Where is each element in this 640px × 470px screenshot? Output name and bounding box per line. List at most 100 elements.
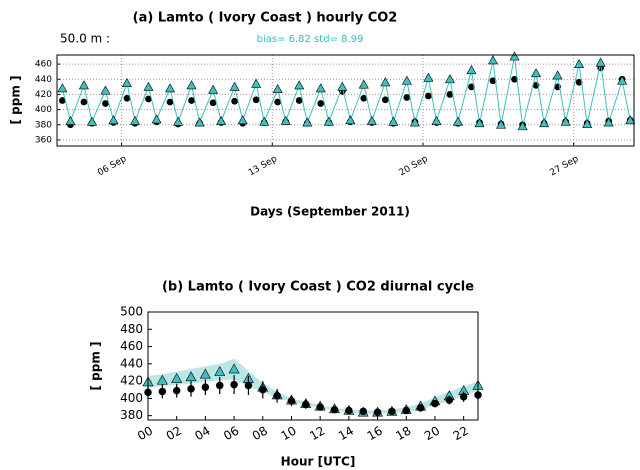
- marker: [360, 94, 368, 102]
- marker: [208, 84, 219, 94]
- chart-title: (b) Lamto ( Ivory Coast ) CO2 diurnal cy…: [162, 280, 474, 295]
- y-tick-label: 380: [35, 120, 52, 130]
- marker: [173, 116, 184, 126]
- marker: [108, 115, 119, 125]
- marker: [466, 65, 477, 75]
- marker: [431, 399, 439, 408]
- marker: [273, 392, 281, 400]
- marker: [123, 94, 131, 102]
- marker: [489, 77, 497, 85]
- marker: [359, 407, 367, 416]
- marker: [165, 83, 176, 93]
- marker: [156, 374, 168, 385]
- marker: [259, 116, 270, 126]
- marker: [259, 386, 267, 394]
- marker: [358, 79, 369, 89]
- marker: [102, 100, 109, 107]
- marker: [199, 368, 211, 379]
- y-axis-label: [ ppm ]: [9, 75, 23, 124]
- x-tick-label: 00: [135, 424, 155, 444]
- y-tick-label: 440: [35, 75, 52, 85]
- marker: [294, 80, 305, 90]
- marker: [574, 58, 585, 68]
- marker: [423, 72, 434, 82]
- y-tick-label: 480: [120, 322, 143, 336]
- marker: [531, 68, 542, 78]
- marker: [345, 406, 353, 415]
- y-tick-label: 440: [120, 356, 143, 370]
- y-tick-label: 460: [35, 60, 52, 70]
- marker: [380, 77, 391, 87]
- marker: [425, 92, 432, 100]
- marker: [214, 365, 226, 376]
- marker: [100, 85, 111, 95]
- annotation: bias= 6.82 std= 8.99: [257, 34, 364, 45]
- y-tick-label: 460: [120, 339, 143, 353]
- marker: [171, 372, 183, 383]
- marker: [158, 387, 167, 396]
- x-tick-label: 02: [164, 424, 184, 444]
- marker: [487, 55, 498, 65]
- marker: [366, 115, 377, 125]
- marker: [186, 80, 197, 90]
- marker: [517, 121, 528, 131]
- marker: [402, 406, 411, 415]
- marker: [539, 118, 550, 128]
- marker: [80, 98, 88, 106]
- x-tick-label: 04: [192, 424, 212, 444]
- marker: [280, 115, 291, 125]
- marker: [143, 81, 154, 91]
- marker: [381, 96, 389, 104]
- marker: [172, 386, 181, 395]
- marker: [582, 118, 593, 128]
- marker: [445, 396, 454, 404]
- marker: [65, 115, 76, 125]
- marker: [231, 97, 238, 105]
- marker: [228, 363, 240, 374]
- marker: [252, 96, 260, 104]
- marker: [274, 98, 282, 106]
- plot-frame: [147, 311, 479, 421]
- marker: [130, 115, 141, 125]
- y-tick-label: 420: [35, 90, 52, 100]
- marker: [625, 115, 636, 125]
- x-tick-label: 12: [307, 424, 327, 444]
- marker: [552, 70, 563, 80]
- marker: [575, 78, 583, 86]
- marker: [194, 117, 205, 127]
- annotation: 50.0 m :: [60, 32, 110, 46]
- marker: [86, 116, 97, 126]
- marker: [444, 74, 455, 84]
- x-tick-label: 10: [278, 424, 298, 444]
- y-tick-label: 360: [35, 135, 52, 145]
- marker: [617, 75, 628, 85]
- marker: [409, 117, 420, 127]
- marker: [201, 383, 210, 391]
- marker: [431, 115, 442, 125]
- marker: [452, 116, 464, 126]
- x-tick-label: 18: [393, 424, 413, 444]
- y-tick-label: 400: [120, 391, 143, 405]
- marker: [317, 100, 325, 107]
- x-tick-label: 14: [336, 424, 356, 444]
- marker: [496, 119, 507, 129]
- marker: [187, 385, 195, 393]
- marker: [145, 95, 152, 103]
- marker: [302, 117, 313, 127]
- marker: [388, 407, 396, 416]
- marker: [272, 84, 283, 94]
- marker: [446, 91, 454, 98]
- marker: [215, 381, 224, 390]
- marker: [468, 83, 475, 91]
- y-tick-label: 500: [120, 305, 143, 319]
- marker: [416, 404, 425, 412]
- marker: [302, 400, 310, 409]
- marker: [403, 94, 411, 101]
- marker: [330, 405, 339, 414]
- marker: [401, 75, 412, 85]
- marker: [121, 77, 132, 87]
- marker: [345, 115, 356, 125]
- marker: [78, 80, 89, 90]
- x-axis-label: Hour [UTC]: [281, 455, 356, 469]
